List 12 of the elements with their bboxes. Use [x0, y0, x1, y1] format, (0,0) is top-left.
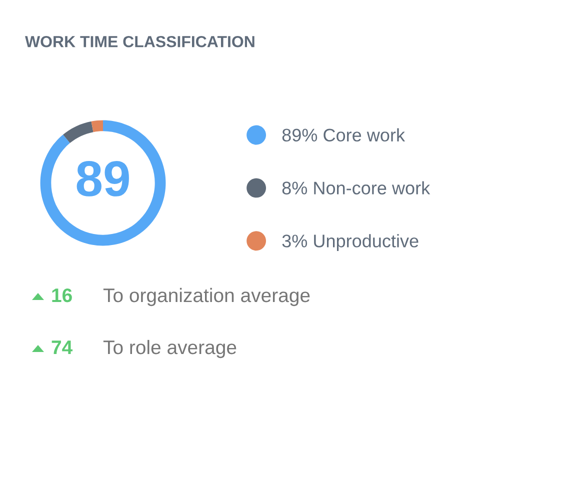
legend-label: 8% Non-core work: [282, 181, 430, 194]
donut-slice: [63, 121, 94, 144]
chart-title: WORK TIME CLASSIFICATION: [25, 36, 254, 48]
text: 89: [76, 161, 129, 196]
legend-label: 89% Core work: [282, 128, 406, 142]
text: To organization average: [103, 288, 310, 306]
donut-slice: [40, 120, 166, 246]
text: To role average: [103, 340, 236, 358]
legend-label: 3% Unproductive: [282, 234, 418, 251]
donut-slice: [91, 120, 103, 132]
text: 74: [52, 340, 73, 354]
text: 16: [52, 288, 72, 302]
